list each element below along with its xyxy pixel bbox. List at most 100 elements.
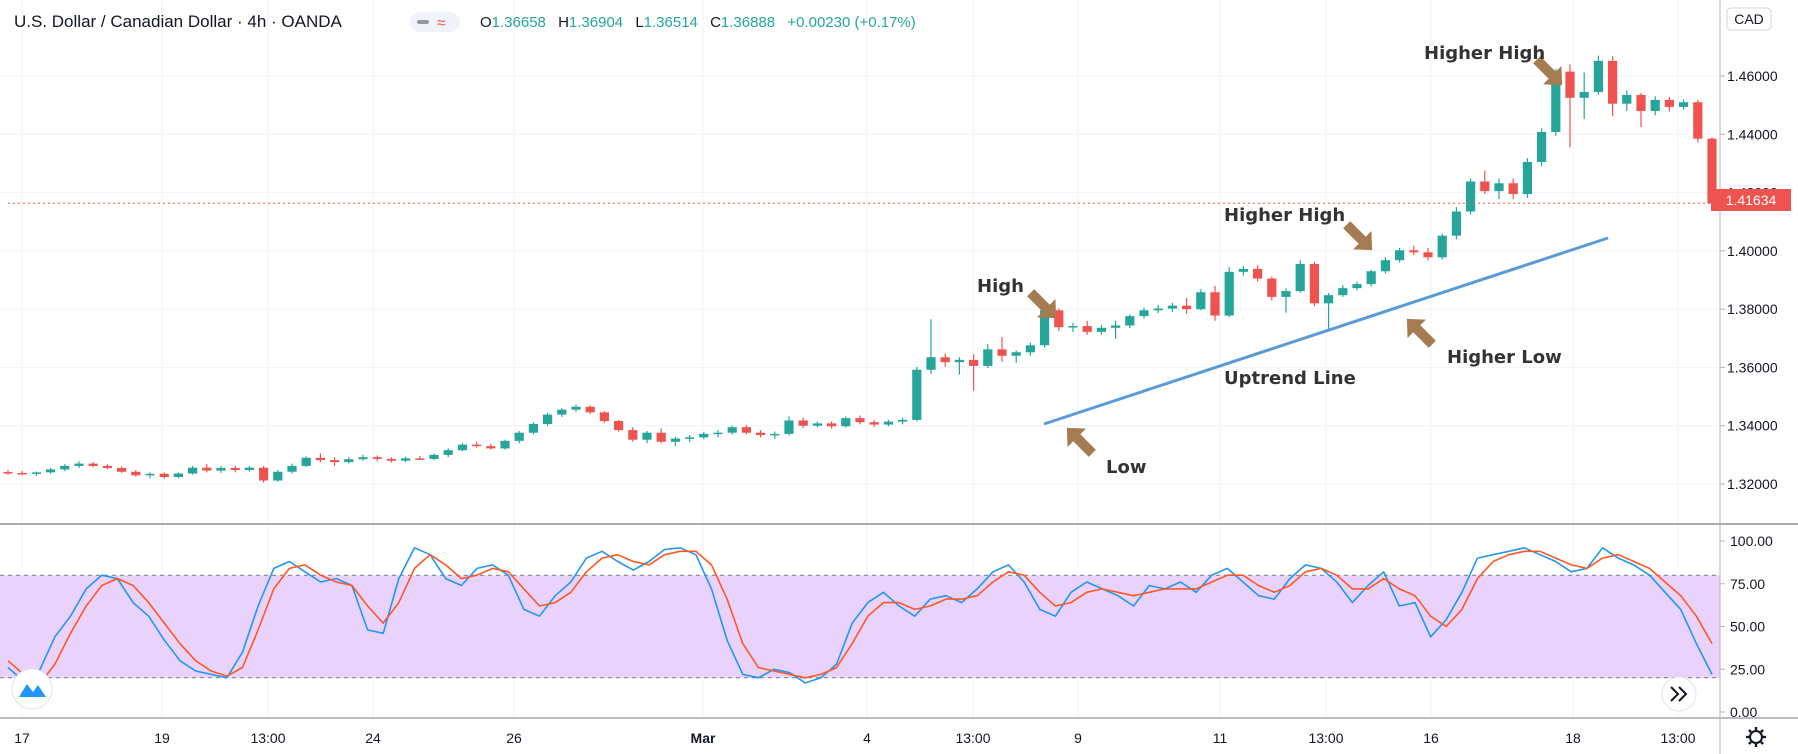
candle[interactable] (1281, 288, 1291, 313)
candle[interactable] (1082, 320, 1092, 335)
candle[interactable] (273, 470, 283, 482)
candle[interactable] (1054, 308, 1064, 331)
candle[interactable] (1451, 207, 1461, 240)
candle[interactable] (1309, 261, 1319, 307)
candle[interactable] (770, 431, 780, 439)
candle[interactable] (557, 408, 567, 417)
candle[interactable] (486, 443, 496, 450)
candle[interactable] (60, 464, 70, 472)
candle[interactable] (131, 470, 141, 477)
candle[interactable] (429, 453, 439, 461)
candle[interactable] (31, 471, 41, 476)
currency-button[interactable]: CAD (1726, 7, 1772, 31)
candle[interactable] (869, 419, 879, 427)
candle[interactable] (1622, 90, 1632, 111)
candle[interactable] (1409, 245, 1419, 256)
symbol-title[interactable]: U.S. Dollar / Canadian Dollar · 4h · OAN… (14, 12, 343, 31)
candle[interactable] (1664, 96, 1674, 112)
candle[interactable] (699, 432, 709, 440)
candle[interactable] (88, 462, 98, 468)
stochastic-d-line[interactable] (7, 550, 1713, 686)
candle[interactable] (855, 415, 865, 425)
candle[interactable] (656, 428, 666, 444)
candle[interactable] (1508, 178, 1518, 199)
tradingview-logo-icon[interactable] (11, 668, 53, 710)
uptrend-line[interactable] (1043, 236, 1609, 426)
candle[interactable] (1153, 304, 1163, 314)
candle[interactable] (528, 422, 538, 435)
candle[interactable] (216, 465, 226, 473)
candle[interactable] (1380, 257, 1390, 274)
candle[interactable] (812, 421, 822, 428)
candle[interactable] (713, 430, 723, 438)
candle[interactable] (17, 470, 27, 476)
candle[interactable] (1295, 260, 1305, 293)
candle[interactable] (685, 435, 695, 443)
candle[interactable] (1565, 64, 1575, 148)
time-axis[interactable]: 17 19 13:00 24 26 Mar 4 13:00 9 11 13:00 16 18 13:00 (14, 730, 1696, 746)
candle[interactable] (259, 465, 269, 483)
candle[interactable] (1494, 178, 1504, 199)
candle[interactable] (926, 319, 936, 374)
candle[interactable] (1182, 298, 1192, 314)
candle[interactable] (145, 472, 155, 479)
candle[interactable] (244, 465, 254, 472)
candle[interactable] (1466, 178, 1476, 215)
candle[interactable] (1238, 266, 1248, 276)
candle[interactable] (599, 411, 609, 423)
candle[interactable] (1366, 269, 1376, 287)
candle[interactable] (1139, 307, 1149, 319)
candle[interactable] (940, 353, 950, 367)
candle[interactable] (1537, 128, 1547, 167)
candle[interactable] (1338, 285, 1348, 297)
candle[interactable] (784, 416, 794, 436)
candle[interactable] (1480, 170, 1490, 195)
candle[interactable] (386, 457, 396, 463)
candle[interactable] (1096, 325, 1106, 335)
candle[interactable] (1111, 320, 1121, 339)
candle[interactable] (301, 456, 311, 468)
candle[interactable] (344, 457, 354, 464)
candle[interactable] (983, 344, 993, 369)
candle[interactable] (1693, 99, 1703, 143)
candle[interactable] (1125, 314, 1135, 329)
candle[interactable] (1267, 276, 1277, 301)
candle[interactable] (1167, 302, 1177, 313)
scroll-to-realtime-button[interactable] (1661, 676, 1697, 712)
candle[interactable] (585, 405, 595, 415)
candle[interactable] (1224, 266, 1234, 318)
candle[interactable] (1324, 293, 1334, 330)
candle[interactable] (230, 465, 240, 473)
candle[interactable] (415, 456, 425, 461)
candle[interactable] (315, 453, 325, 463)
candle[interactable] (3, 470, 13, 475)
stochastic-k-line[interactable] (7, 546, 1713, 684)
candle[interactable] (642, 430, 652, 444)
candle[interactable] (1522, 158, 1532, 198)
candle[interactable] (741, 425, 751, 435)
candle[interactable] (798, 417, 808, 429)
candle[interactable] (443, 448, 453, 458)
candle[interactable] (457, 443, 467, 452)
candle[interactable] (1593, 55, 1603, 95)
candle[interactable] (372, 455, 382, 462)
candle[interactable] (102, 464, 112, 470)
candle[interactable] (954, 357, 964, 375)
candle[interactable] (1210, 285, 1220, 321)
candle[interactable] (727, 425, 737, 435)
candle[interactable] (514, 430, 524, 444)
candle[interactable] (756, 430, 766, 438)
candle[interactable] (571, 404, 581, 412)
candle[interactable] (74, 461, 84, 468)
candle[interactable] (1423, 247, 1433, 261)
candle[interactable] (1636, 92, 1646, 127)
candle[interactable] (1650, 96, 1660, 116)
candle[interactable] (401, 456, 411, 462)
candle[interactable] (188, 465, 198, 475)
candle[interactable] (159, 472, 169, 479)
candle[interactable] (628, 427, 638, 442)
candle[interactable] (202, 464, 212, 473)
candle[interactable] (898, 417, 908, 425)
candle[interactable] (969, 354, 979, 391)
